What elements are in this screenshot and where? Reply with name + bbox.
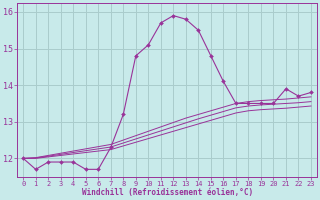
X-axis label: Windchill (Refroidissement éolien,°C): Windchill (Refroidissement éolien,°C) — [82, 188, 253, 197]
